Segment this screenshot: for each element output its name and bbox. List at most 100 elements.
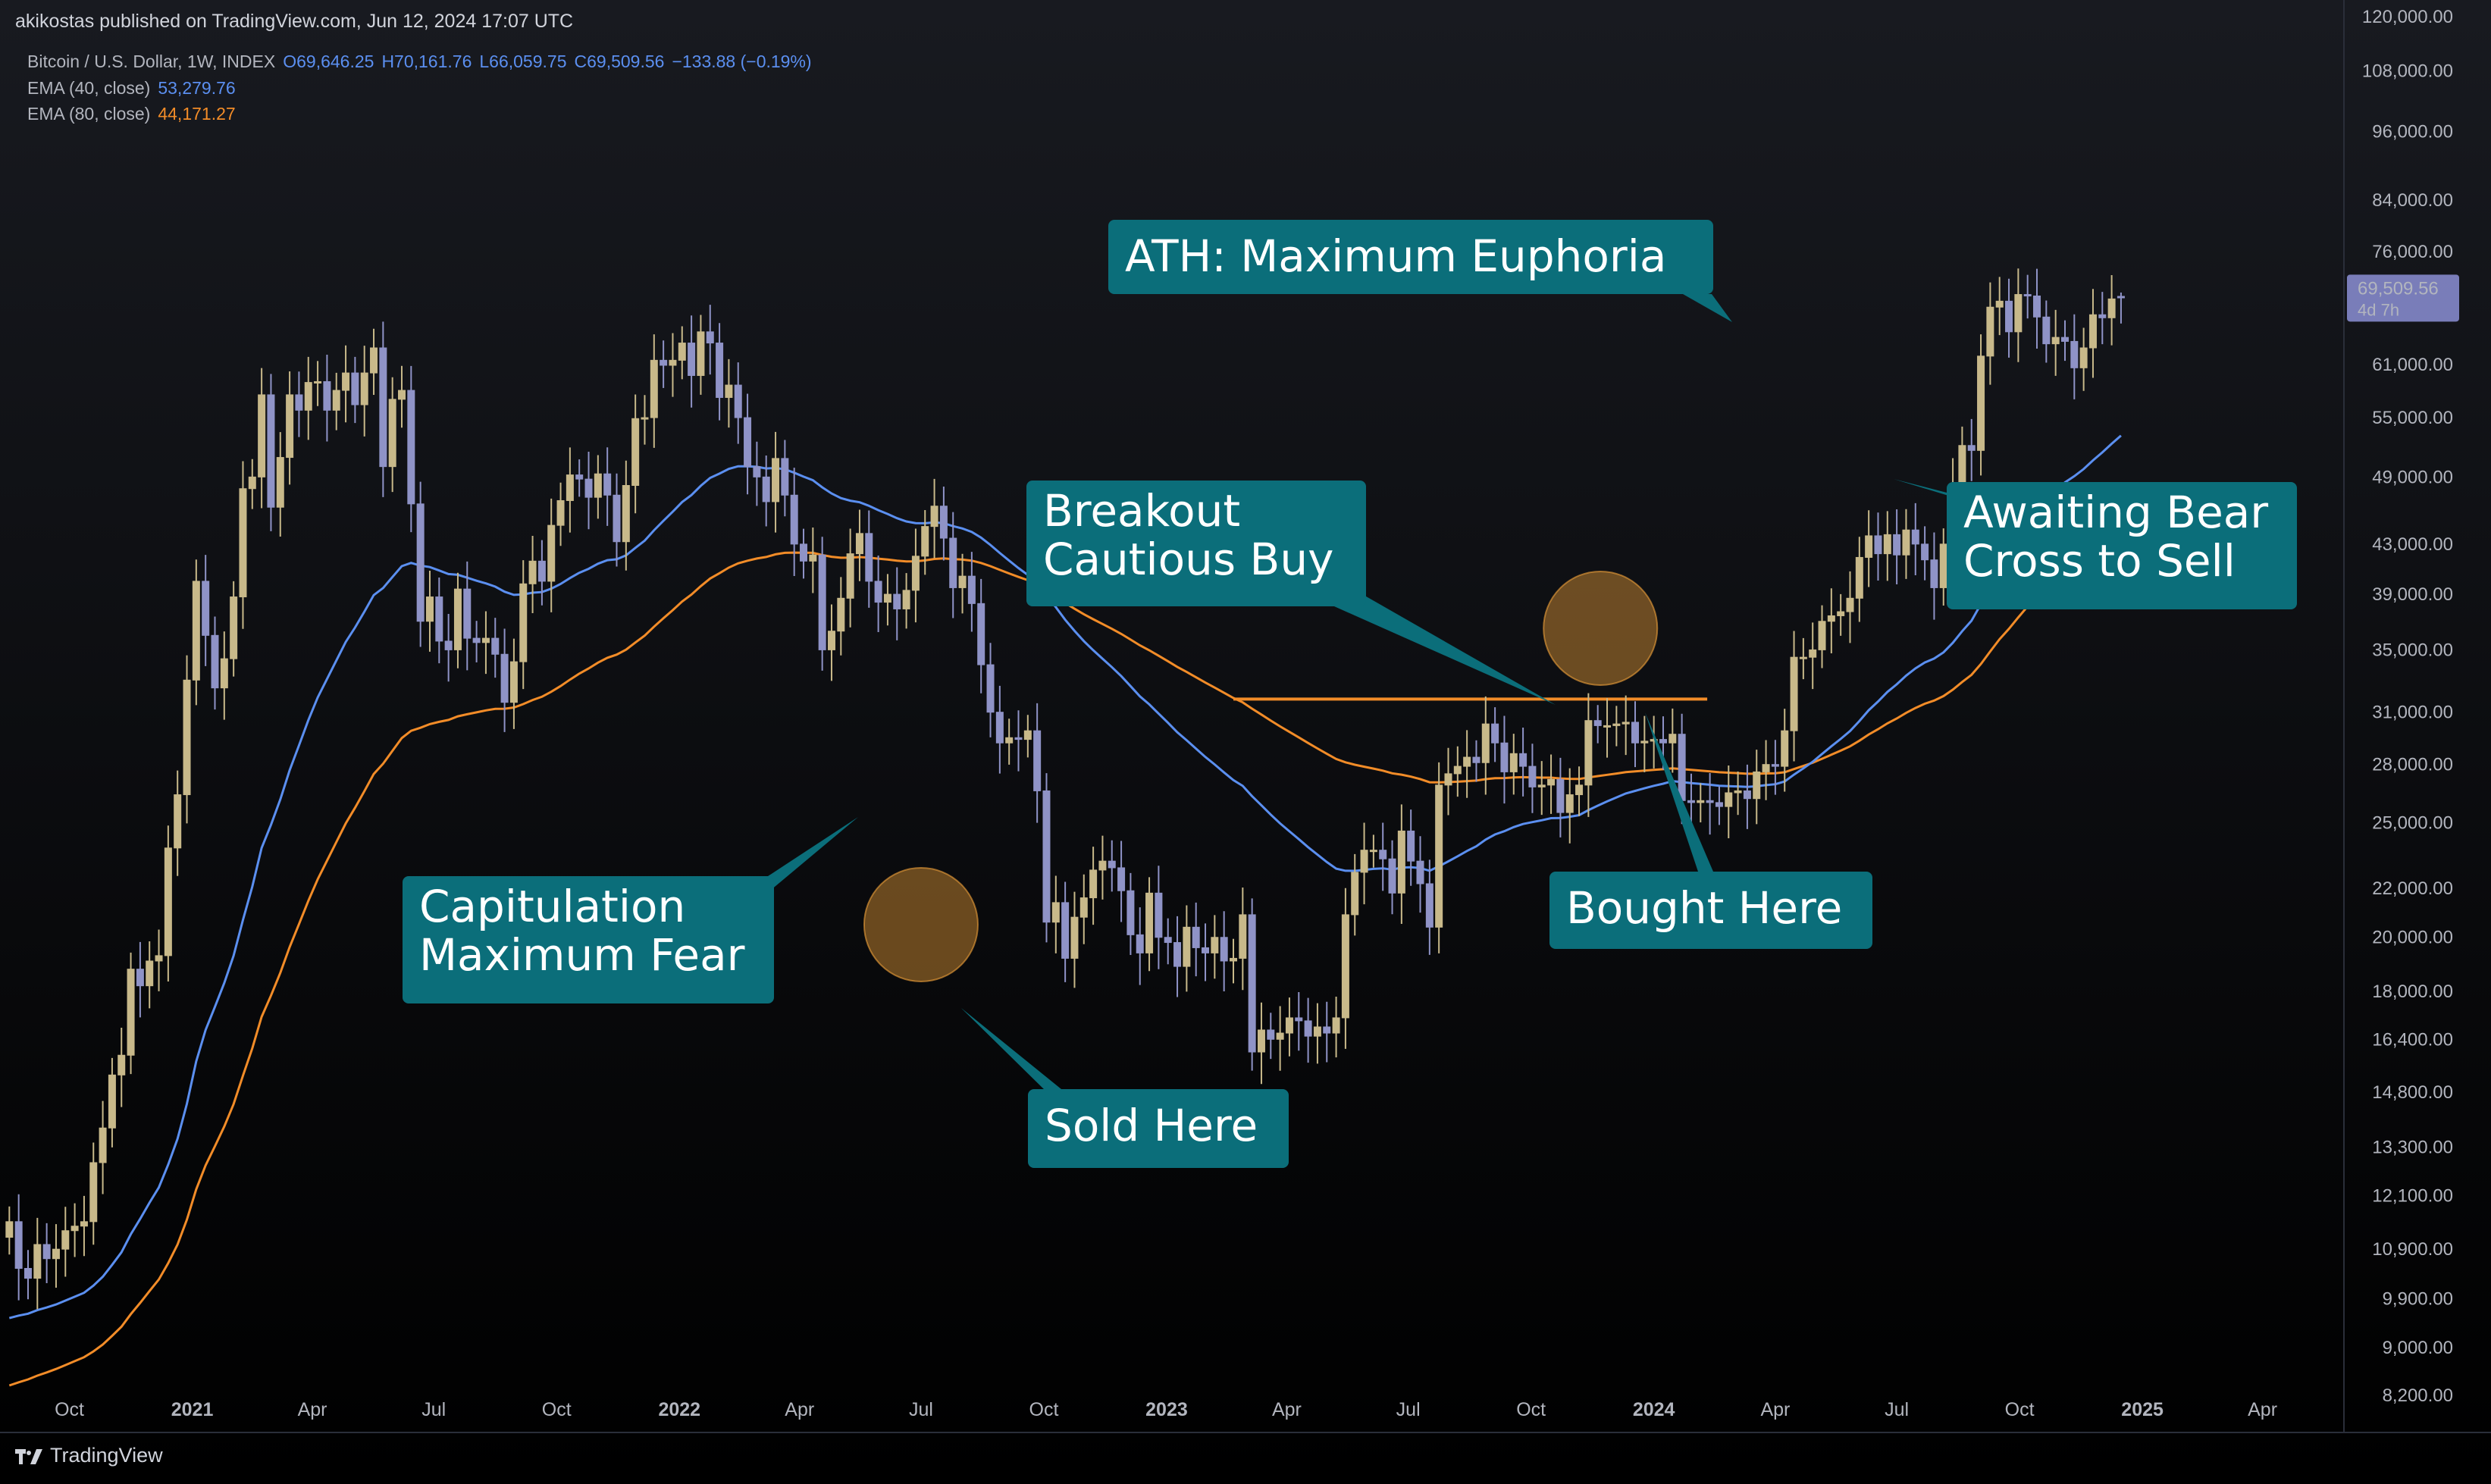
tradingview-footer[interactable]: TradingView <box>15 1444 163 1467</box>
candle <box>1799 637 1807 680</box>
candle <box>2005 278 2013 358</box>
price-tick-label: 14,800.00 <box>2372 1082 2453 1103</box>
candle <box>613 473 621 567</box>
candle-body <box>930 506 938 528</box>
candle <box>351 356 359 424</box>
candle-body <box>1183 926 1191 967</box>
callout-capitulation-box <box>403 876 774 1003</box>
price-axis[interactable]: 120,000.00 108,000.00 96,000.00 84,000.00 76… <box>2362 7 2453 1406</box>
candle <box>1108 840 1116 892</box>
candle <box>1051 875 1060 953</box>
candle-body <box>500 653 509 703</box>
candle <box>61 1207 70 1277</box>
symbol-title: Bitcoin / U.S. Dollar, 1W, INDEX <box>27 52 276 71</box>
candle-body <box>509 661 518 703</box>
candle-body <box>1930 559 1938 588</box>
candle-body <box>1668 734 1677 744</box>
candle <box>14 1194 23 1301</box>
last-price-tag-value: 69,509.56 <box>2358 278 2439 299</box>
candle-body <box>388 399 396 468</box>
candle-body <box>351 372 359 405</box>
candle <box>902 573 910 629</box>
candle <box>286 371 294 485</box>
candle-body <box>370 347 378 374</box>
callout-breakout-box <box>1026 481 1366 606</box>
candle <box>118 1027 126 1107</box>
candle-body <box>1958 445 1966 487</box>
candle-body <box>1977 355 1985 451</box>
candle-body <box>1229 957 1237 962</box>
candle-body <box>1388 858 1396 894</box>
price-tick-label: 96,000.00 <box>2372 121 2453 142</box>
candle-body <box>1248 914 1256 1053</box>
candle-body <box>1827 615 1835 622</box>
candle <box>1874 512 1882 581</box>
candle <box>1042 773 1051 943</box>
candle <box>1640 715 1649 772</box>
candle-body <box>1537 784 1546 787</box>
candle <box>1509 734 1518 795</box>
candle <box>481 611 490 675</box>
candle-body <box>528 560 537 584</box>
candle-body <box>837 597 845 632</box>
candle <box>1061 881 1070 982</box>
candle <box>1930 532 1938 620</box>
candle-body <box>33 1244 42 1279</box>
candle-body <box>537 560 546 582</box>
candle <box>800 528 808 579</box>
candle-body <box>1192 926 1200 948</box>
candle-body <box>1407 830 1415 862</box>
candle-body <box>827 631 835 650</box>
candles-layer[interactable] <box>5 268 2125 1310</box>
candle <box>1463 730 1471 798</box>
candle-body <box>874 581 882 603</box>
candle <box>99 1100 107 1194</box>
candle-body <box>1593 720 1602 726</box>
candle-body <box>183 679 191 796</box>
candle <box>1276 1006 1284 1071</box>
candle-body <box>314 380 322 384</box>
candle <box>1818 605 1826 668</box>
callout-sold-box <box>1028 1089 1289 1168</box>
candle <box>688 315 696 408</box>
last-price-tag-countdown: 4d 7h <box>2358 300 2399 319</box>
candle-body <box>977 603 985 665</box>
candle <box>1379 822 1387 891</box>
time-tick-label: Jul <box>1885 1399 1909 1420</box>
candle-body <box>80 1221 88 1227</box>
candle <box>1164 918 1172 965</box>
callout-breakout-line: Breakout <box>1043 485 1240 537</box>
candle <box>1014 710 1023 772</box>
candle <box>2088 289 2097 378</box>
candle <box>1416 836 1424 913</box>
callout-awaiting-line: Awaiting Bear <box>1963 487 2268 538</box>
candle <box>1556 757 1565 837</box>
circles-layer <box>863 570 1659 983</box>
candle <box>744 393 752 495</box>
candle-body <box>1211 937 1219 953</box>
candle-body <box>398 390 406 400</box>
candle-body <box>463 588 472 639</box>
time-tick-label: Jul <box>909 1399 933 1420</box>
candle <box>379 321 387 497</box>
candle <box>1323 1001 1331 1063</box>
candle <box>276 432 284 537</box>
candle-body <box>332 390 340 411</box>
candle-body <box>650 359 658 418</box>
ema40-legend[interactable]: EMA (40, close) 53,279.76 <box>27 78 243 99</box>
ema80-legend[interactable]: EMA (80, close) 44,171.27 <box>27 104 243 124</box>
candle-body <box>24 1268 32 1279</box>
symbol-legend[interactable]: Bitcoin / U.S. Dollar, 1W, INDEX O69,646.… <box>27 52 819 72</box>
candle-body <box>1893 534 1901 556</box>
candle <box>2107 274 2116 346</box>
candle-body <box>136 969 144 987</box>
candle-body <box>211 634 219 689</box>
candle-body <box>174 794 182 849</box>
candle <box>1650 715 1658 769</box>
price-tick-label: 84,000.00 <box>2372 190 2453 211</box>
time-tick-label: 2024 <box>1633 1399 1675 1420</box>
time-axis[interactable]: Oct 2021 Apr Jul Oct 2022 Apr Jul Oct 2023 Apr Jul O… <box>55 1399 2277 1420</box>
callout-ath-box <box>1108 220 1713 294</box>
ema40-layer <box>8 434 2122 1320</box>
